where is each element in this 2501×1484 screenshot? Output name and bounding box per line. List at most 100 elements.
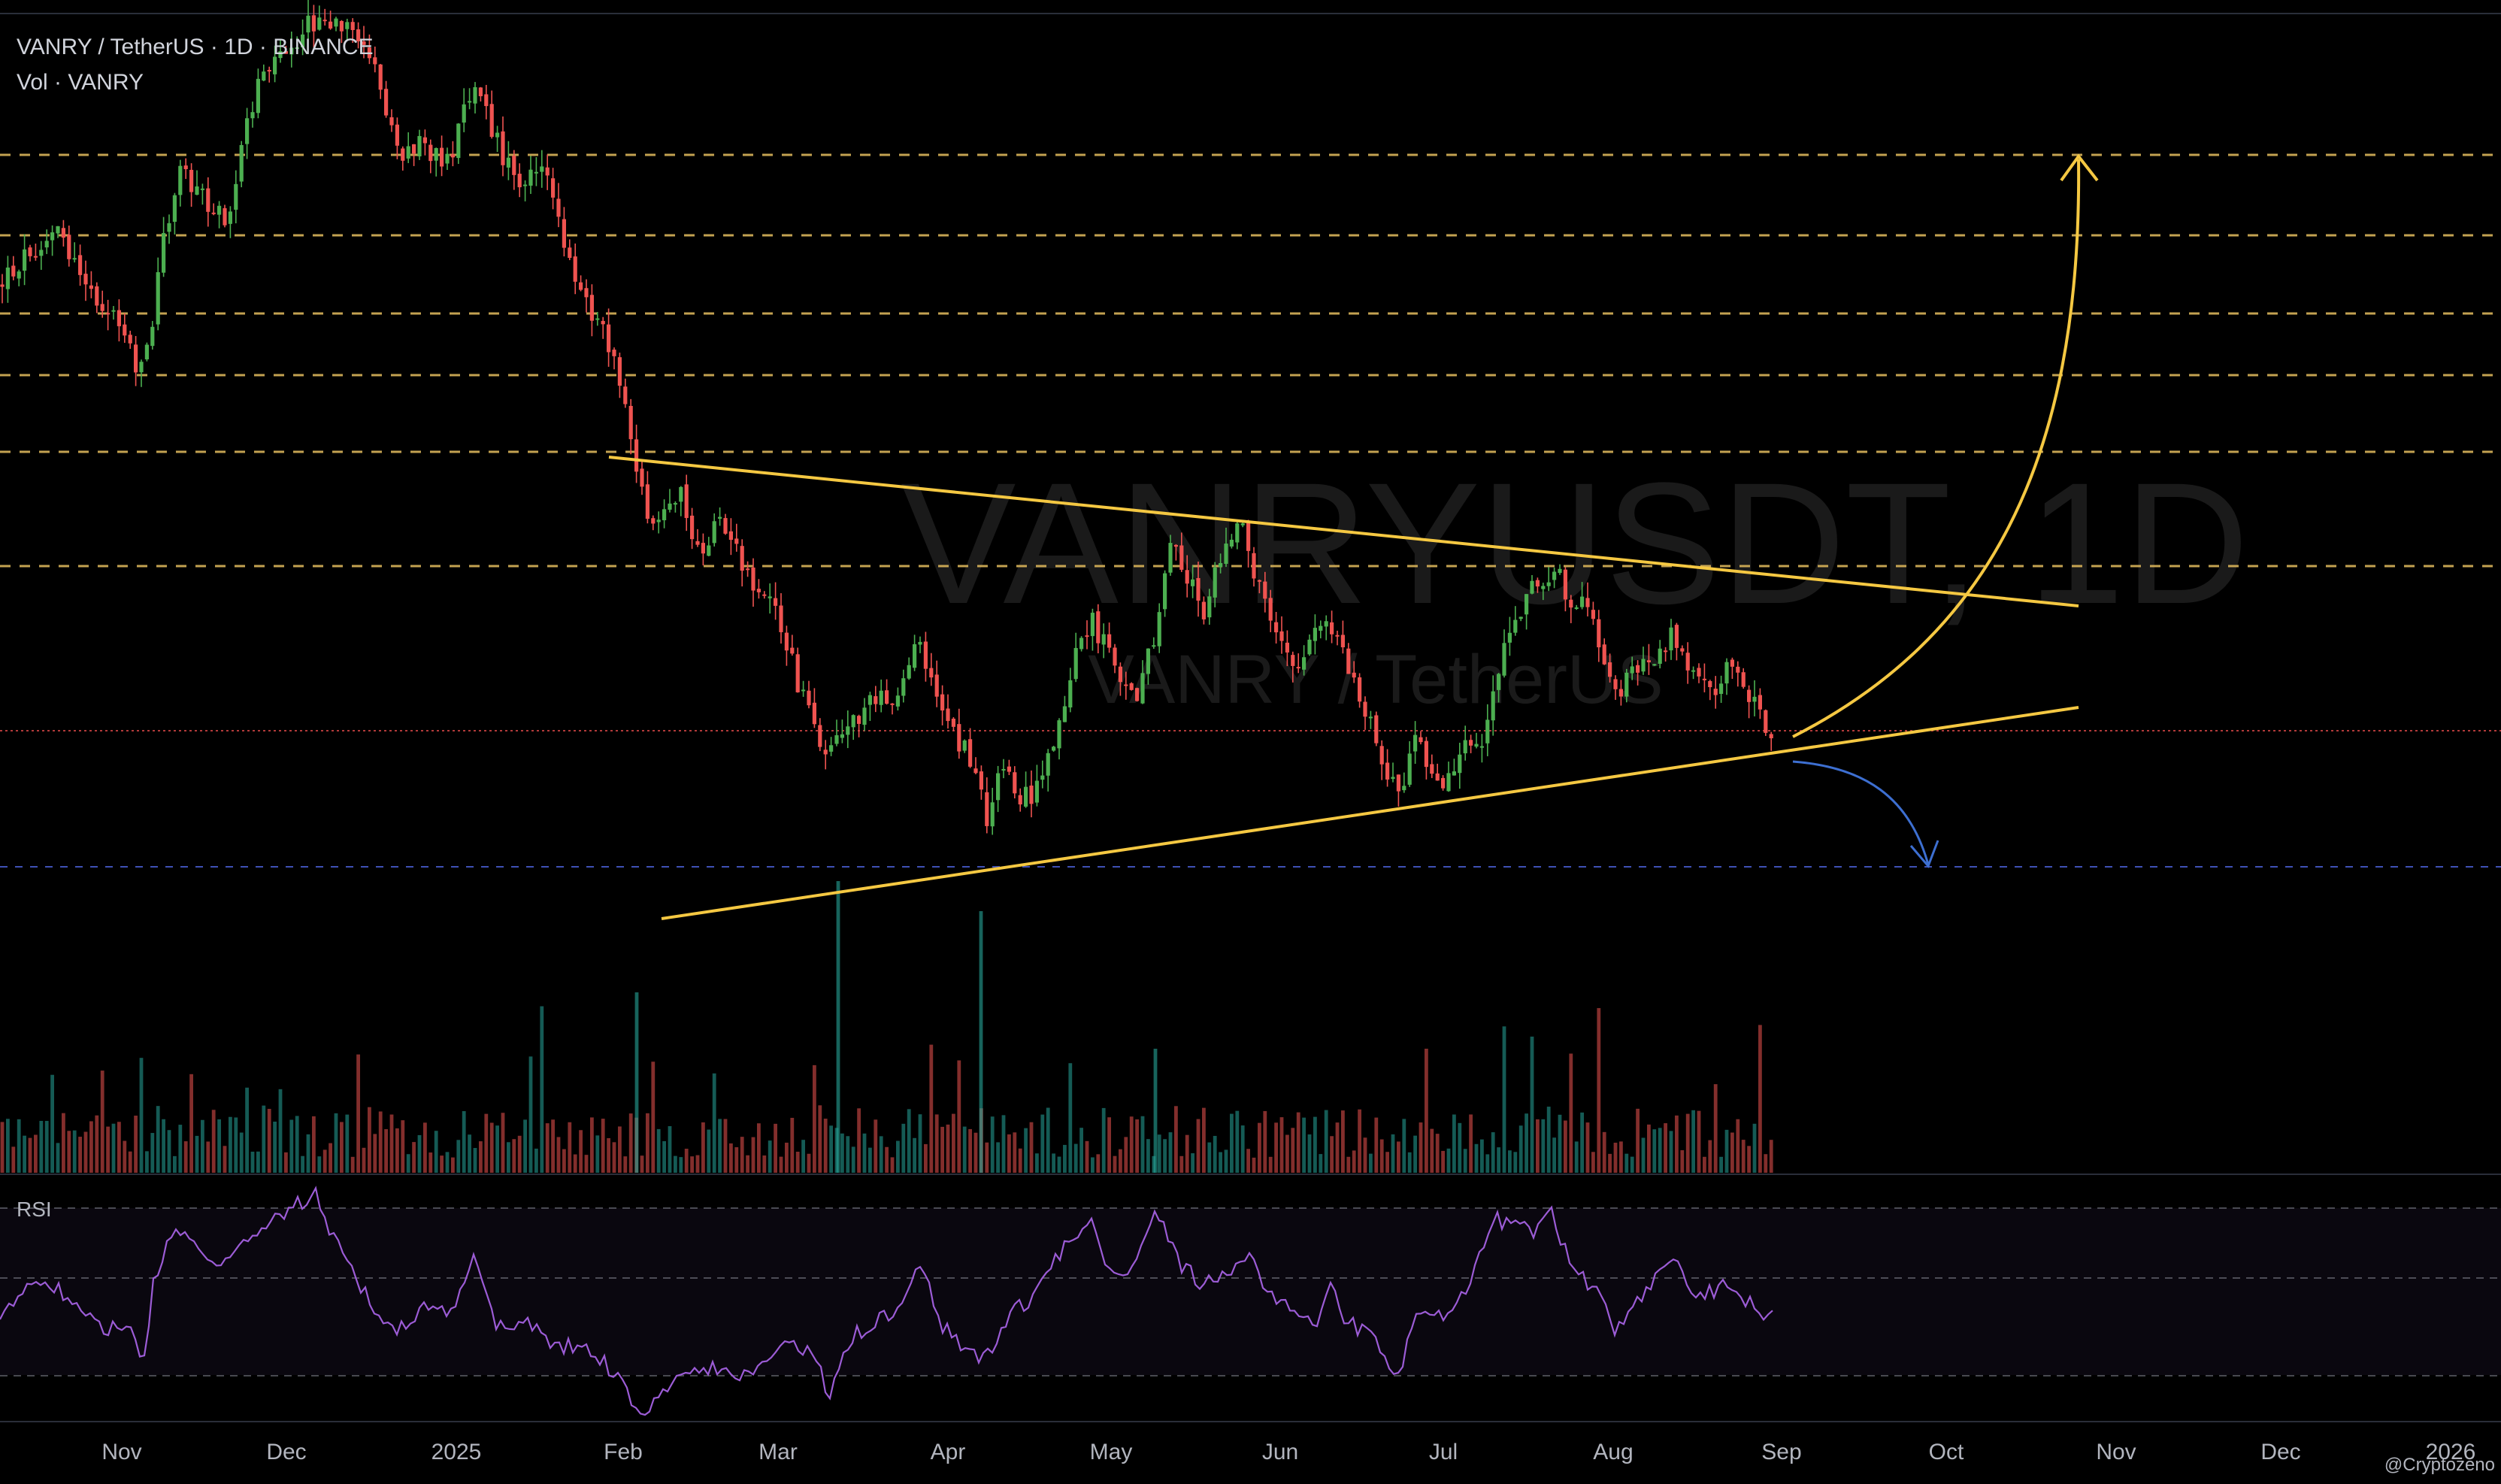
volume-bar (1758, 1025, 1762, 1173)
candle-body (1307, 639, 1312, 655)
candle-body (1085, 635, 1089, 638)
candle-body (723, 518, 728, 534)
candle-body (545, 167, 550, 176)
volume-bar (946, 1124, 950, 1173)
volume-bar (245, 1087, 249, 1173)
candle-body (1274, 622, 1279, 633)
candle-body (250, 112, 255, 119)
volume-bar (1119, 1149, 1122, 1173)
candle-body (183, 165, 188, 170)
candle-body (840, 734, 844, 738)
candle-body (1441, 777, 1446, 789)
candle-body (1691, 670, 1696, 672)
volume-bar (701, 1122, 705, 1173)
volume-bar (679, 1157, 683, 1173)
volume-bar (340, 1122, 344, 1173)
candle-body (1013, 772, 1017, 794)
candle-body (1419, 737, 1423, 743)
volume-bar (1358, 1109, 1361, 1173)
candle-body (818, 725, 822, 747)
watermark-symbol: VANRYUSDT, 1D (901, 447, 2249, 640)
candle-body (1402, 786, 1406, 791)
volume-bar (473, 1148, 477, 1173)
volume-bar (401, 1120, 405, 1173)
candle-body (1552, 571, 1557, 580)
volume-bar (195, 1135, 199, 1173)
candle-body (95, 286, 99, 306)
candle-body (1580, 596, 1585, 607)
candle-body (317, 17, 322, 30)
candle-body (1179, 545, 1184, 570)
candle-body (56, 226, 60, 234)
volume-bar (1163, 1139, 1167, 1173)
candle-body (907, 665, 911, 679)
candle-body (534, 171, 538, 174)
volume-bar (1407, 1152, 1412, 1173)
candle-body (1029, 785, 1034, 804)
volume-bar (1307, 1134, 1312, 1173)
volume-bar (1363, 1137, 1367, 1173)
volume-bar (139, 1058, 144, 1173)
candle-body (1613, 679, 1618, 689)
candle-body (345, 22, 350, 29)
candle-body (50, 232, 55, 241)
volume-bar (44, 1121, 49, 1173)
volume-bar (1101, 1107, 1106, 1173)
volume-bar (106, 1126, 110, 1173)
candle-body (1135, 688, 1140, 701)
candle-body (890, 703, 895, 705)
volume-bar (801, 1140, 805, 1173)
time-axis-tick-label: Sep (1761, 1440, 1801, 1464)
volume-bar (1185, 1134, 1189, 1173)
volume-bar (211, 1110, 216, 1173)
candle-body (673, 503, 677, 505)
volume-bar (1425, 1048, 1428, 1173)
candle-body (756, 589, 761, 592)
volume-bar (862, 1133, 867, 1173)
volume-bar (1391, 1134, 1395, 1173)
candle-body (1291, 655, 1295, 666)
volume-bar (1213, 1135, 1217, 1173)
volume-bar (1580, 1112, 1584, 1173)
volume-bar (1703, 1156, 1706, 1173)
candle-body (985, 792, 989, 826)
candle-body (540, 166, 544, 172)
volume-bar (378, 1111, 383, 1173)
candle-body (712, 521, 716, 544)
candle-body (1491, 691, 1495, 721)
candle-body (929, 668, 934, 678)
candle-body (846, 726, 850, 735)
volume-bar (1591, 1152, 1595, 1173)
volume-bar (1291, 1128, 1295, 1173)
volume-bar (1029, 1122, 1034, 1173)
candle-body (834, 734, 839, 744)
volume-bar (1001, 1115, 1006, 1173)
volume-bar (39, 1120, 44, 1173)
volume-bar (568, 1122, 572, 1173)
volume-bar (223, 1146, 227, 1173)
candle-body (478, 87, 483, 96)
candle-body (1302, 657, 1307, 670)
candle-body (401, 148, 405, 161)
volume-bar (1096, 1154, 1101, 1173)
volume-bar (1035, 1153, 1039, 1173)
candle-body (662, 509, 667, 521)
candle-body (1352, 672, 1356, 678)
volume-bar (350, 1156, 355, 1173)
candle-body (367, 47, 371, 59)
candle-body (189, 169, 194, 192)
candle-body (617, 357, 622, 386)
volume-bar (573, 1154, 577, 1173)
volume-bar (445, 1152, 450, 1173)
candle-body (1713, 689, 1718, 695)
volume-legend: Vol · VANRY (17, 70, 144, 95)
candle-body (885, 690, 889, 704)
candle-body (528, 169, 533, 186)
time-axis-tick-label: 2025 (431, 1440, 482, 1464)
volume-bar (1369, 1153, 1373, 1173)
candle-body (556, 198, 561, 217)
volume-bar (1240, 1125, 1245, 1173)
candle-body (1658, 648, 1662, 664)
volume-bar (1063, 1144, 1067, 1173)
